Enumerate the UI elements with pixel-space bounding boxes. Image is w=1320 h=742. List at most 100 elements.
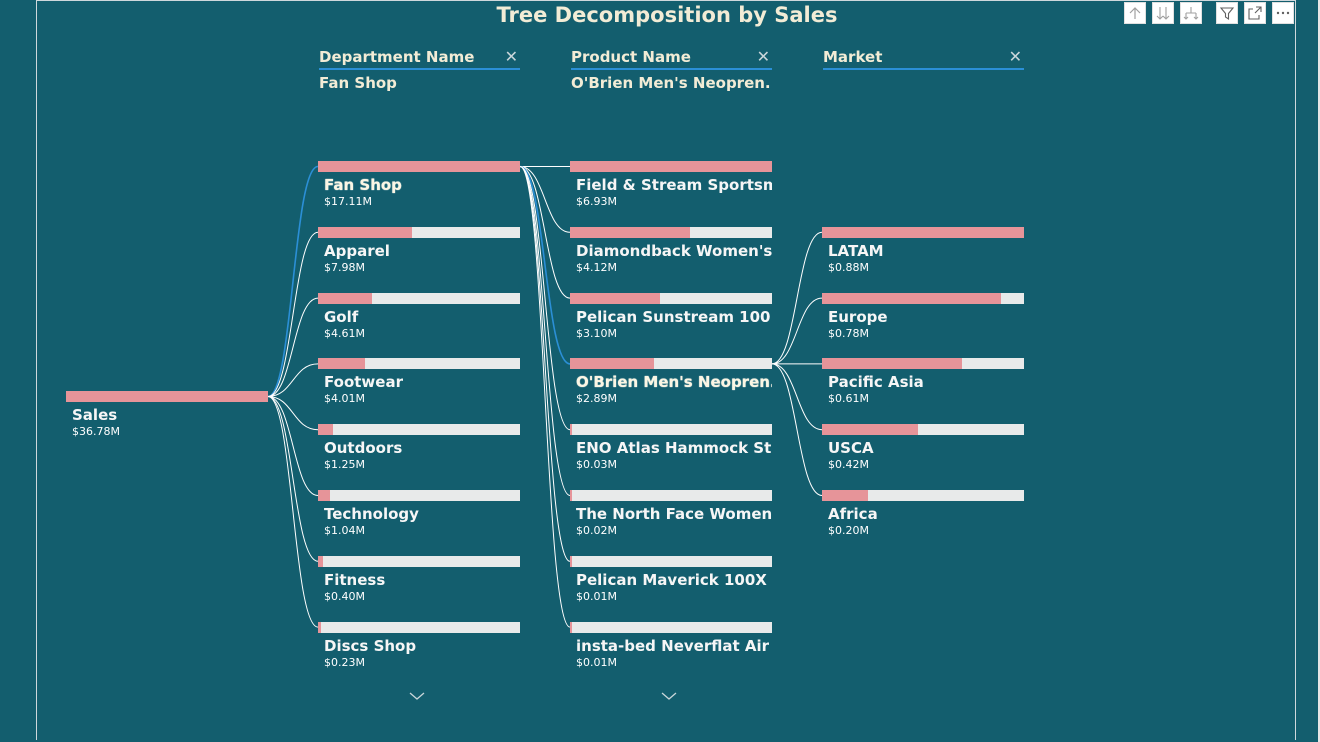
node-bar-track <box>318 424 520 436</box>
node-value: $0.03M <box>576 458 617 472</box>
more-options-icon[interactable] <box>1272 2 1294 24</box>
node-value: $3.10M <box>576 326 617 340</box>
node-value: $4.12M <box>576 260 617 274</box>
node-label: Golf <box>324 307 359 326</box>
header-underline <box>823 68 1024 70</box>
close-icon[interactable]: ✕ <box>504 47 518 66</box>
department-node-discs-shop[interactable]: Discs Shop $0.23M <box>318 621 520 672</box>
node-label: Africa <box>828 505 878 523</box>
node-label: Outdoors <box>324 439 403 458</box>
product-link <box>519 166 571 562</box>
filter-icon[interactable] <box>1216 2 1238 24</box>
product-node[interactable]: Pelican Maverick 100X ... $0.01M <box>570 555 772 606</box>
market-node-usca[interactable]: USCA $0.42M <box>822 424 1024 474</box>
node-bar-track <box>822 424 1024 436</box>
market-link <box>771 231 823 365</box>
market-node-africa[interactable]: Africa $0.20M <box>822 490 1024 540</box>
node-bar-fill <box>570 161 772 172</box>
node-bar-track <box>318 161 520 172</box>
department-link <box>267 396 319 496</box>
department-node-outdoors[interactable]: Outdoors $1.25M <box>318 424 520 474</box>
department-link <box>267 363 319 397</box>
node-label: Europe <box>828 307 888 326</box>
scroll-down-chevron-icon[interactable] <box>409 686 425 700</box>
product-node[interactable]: Pelican Sunstream 100 ... $3.10M <box>570 292 772 343</box>
column-header-label: Department Name <box>319 48 475 66</box>
department-node-fitness[interactable]: Fitness $0.40M <box>318 555 520 606</box>
node-bar-track <box>570 358 772 370</box>
node-bar-track <box>570 424 772 436</box>
close-icon[interactable]: ✕ <box>1008 47 1022 66</box>
expand-hierarchy-icon[interactable] <box>1180 2 1202 24</box>
node-bar-fill <box>318 555 323 567</box>
market-node-pacific-asia[interactable]: Pacific Asia $0.61M <box>822 358 1024 408</box>
node-label: Pacific Asia <box>828 373 924 392</box>
market-node-latam[interactable]: LATAM $0.88M <box>822 226 1024 277</box>
product-node[interactable]: The North Face Women... $0.02M <box>570 490 772 540</box>
node-bar-fill <box>318 292 373 304</box>
node-label: Footwear <box>324 373 403 392</box>
node-bar-fill <box>570 621 573 633</box>
node-label: Technology <box>324 505 419 523</box>
department-node-golf[interactable]: Golf $4.61M <box>318 292 520 343</box>
department-node-fan-shop[interactable]: Fan Shop $17.11M <box>318 161 520 211</box>
department-node-apparel[interactable]: Apparel $7.98M <box>318 226 520 277</box>
department-node-footwear[interactable]: Footwear $4.01M <box>318 358 520 408</box>
drill-down-all-icon[interactable] <box>1152 2 1174 24</box>
product-link <box>519 166 571 628</box>
node-value: $1.04M <box>324 524 365 537</box>
product-node[interactable]: insta-bed Neverflat Air ... $0.01M <box>570 621 772 672</box>
node-bar-track <box>318 490 520 501</box>
node-bar-fill <box>822 424 919 436</box>
focus-mode-icon[interactable] <box>1244 2 1266 24</box>
node-label: Apparel <box>324 241 390 260</box>
department-link <box>267 231 319 397</box>
node-bar-fill <box>822 490 868 501</box>
scroll-down-chevron-icon[interactable] <box>661 686 677 700</box>
department-link <box>267 396 319 562</box>
visual-title: Tree Decomposition by Sales <box>496 3 838 27</box>
department-link <box>267 165 319 398</box>
node-label: ENO Atlas Hammock St... <box>576 439 772 458</box>
department-link <box>267 297 319 397</box>
node-bar-fill <box>570 226 691 238</box>
node-bar-track <box>570 621 772 633</box>
node-bar-fill <box>318 621 321 633</box>
node-bar-track <box>318 226 520 238</box>
node-bar-fill <box>570 490 573 501</box>
market-link <box>771 297 823 365</box>
node-value: $0.88M <box>828 260 869 274</box>
product-node[interactable]: Field & Stream Sportsm...$6.93M <box>570 161 772 211</box>
column-header-label: Product Name <box>571 48 691 66</box>
node-bar-fill <box>570 358 655 370</box>
department-node-technology[interactable]: Technology $1.04M <box>318 490 520 540</box>
root-node-sales[interactable]: Sales $36.78M <box>66 391 268 441</box>
close-icon[interactable]: ✕ <box>756 47 770 66</box>
node-bar-fill <box>570 292 661 304</box>
node-bar-track <box>570 490 772 501</box>
node-bar-fill <box>318 490 331 501</box>
node-bar-fill <box>570 555 573 567</box>
node-bar-track <box>570 161 772 172</box>
node-value: $36.78M <box>72 425 120 438</box>
drill-up-icon[interactable] <box>1124 2 1146 24</box>
node-bar-track <box>318 358 520 370</box>
node-label: Pelican Maverick 100X ... <box>576 570 772 589</box>
product-node[interactable]: Diamondback Women's... $4.12M <box>570 226 772 277</box>
node-label: Diamondback Women's... <box>576 241 772 260</box>
node-bar-fill <box>318 226 413 238</box>
header-underline <box>571 68 772 70</box>
node-bar-fill <box>66 391 268 402</box>
node-label: Pelican Sunstream 100 ... <box>576 307 772 326</box>
node-label: LATAM <box>828 241 884 260</box>
node-label: USCA <box>828 439 874 458</box>
scrollbar[interactable] <box>1318 0 1320 742</box>
market-node-europe[interactable]: Europe $0.78M <box>822 292 1024 343</box>
node-bar-track <box>822 490 1024 501</box>
product-node[interactable]: ENO Atlas Hammock St... $0.03M <box>570 424 772 474</box>
node-value: $7.98M <box>324 260 365 274</box>
node-value: $0.20M <box>828 524 869 537</box>
node-bar-fill <box>570 424 573 436</box>
node-value: $0.40M <box>324 589 365 603</box>
product-node[interactable]: O'Brien Men's Neopren... $2.89M <box>570 358 772 408</box>
